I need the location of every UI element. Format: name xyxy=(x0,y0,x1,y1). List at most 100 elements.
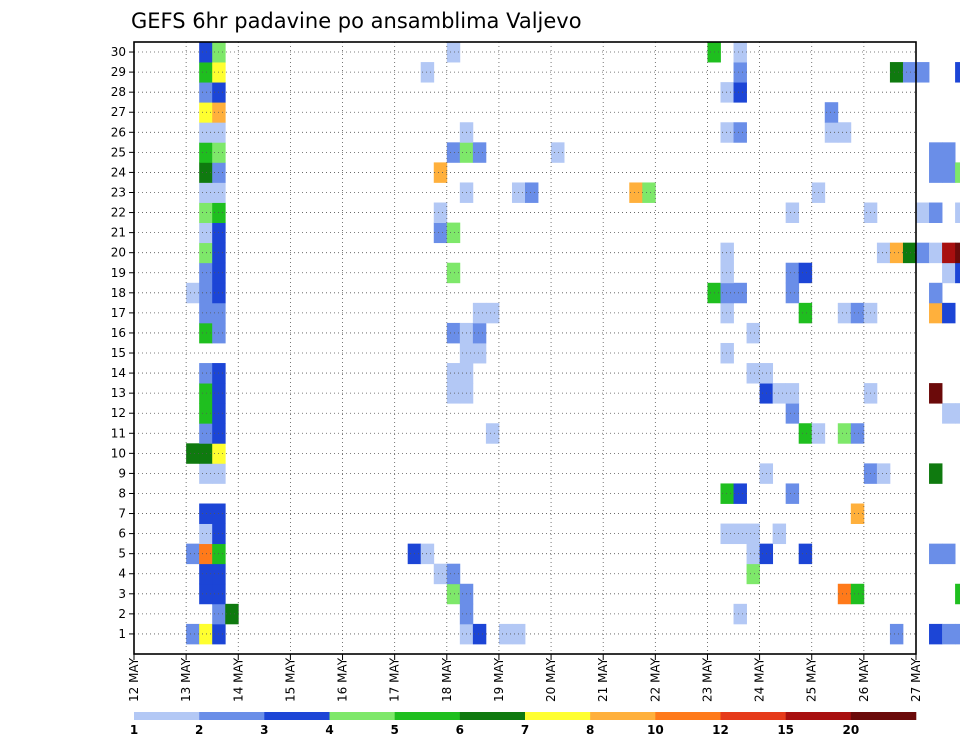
heatmap-cell xyxy=(199,322,213,344)
heatmap-cell xyxy=(733,523,747,545)
heatmap-cell xyxy=(837,423,852,444)
x-tick-label: 18 MAY xyxy=(440,657,454,702)
heatmap-cell xyxy=(199,222,213,244)
heatmap-cell xyxy=(837,122,852,143)
heatmap-cell xyxy=(733,62,747,83)
heatmap-cell xyxy=(525,182,539,203)
heatmap-cell xyxy=(720,342,734,364)
x-tick-label: 23 MAY xyxy=(700,657,714,702)
y-tick-label: 28 xyxy=(111,85,126,99)
heatmap-cell xyxy=(929,142,943,163)
legend-label: 7 xyxy=(521,723,529,737)
heatmap-cell xyxy=(433,563,448,585)
heatmap-cell xyxy=(733,282,747,304)
heatmap-cell xyxy=(889,242,904,264)
heatmap-cell xyxy=(199,623,213,645)
y-tick-label: 26 xyxy=(111,125,126,139)
heatmap-cell xyxy=(433,162,448,183)
heatmap-cell xyxy=(446,222,461,244)
x-tick-label: 25 MAY xyxy=(805,657,819,702)
legend-swatch xyxy=(329,712,395,720)
x-tick-label: 21 MAY xyxy=(596,657,610,702)
heatmap-cell xyxy=(446,322,461,344)
heatmap-cell xyxy=(199,583,213,605)
y-tick-label: 1 xyxy=(118,627,126,641)
heatmap-cell xyxy=(929,162,943,183)
heatmap-cell xyxy=(929,383,943,404)
heatmap-cell xyxy=(199,463,213,484)
y-tick-label: 27 xyxy=(111,105,126,119)
heatmap-cell xyxy=(485,423,500,444)
heatmap-cell xyxy=(785,202,800,223)
heatmap-cell xyxy=(746,363,760,384)
legend-label: 12 xyxy=(712,723,729,737)
y-tick-label: 29 xyxy=(111,65,126,79)
legend-swatch xyxy=(394,712,461,720)
x-tick-label: 19 MAY xyxy=(492,657,506,702)
heatmap-cell xyxy=(942,543,956,565)
heatmap-cell xyxy=(824,102,839,123)
heatmap-cell xyxy=(498,623,513,645)
legend-swatch xyxy=(199,712,265,720)
heatmap-cell xyxy=(199,503,213,524)
x-tick-label: 20 MAY xyxy=(544,657,558,702)
heatmap-cell xyxy=(955,262,960,284)
heatmap-cell xyxy=(837,583,852,605)
heatmap-cell xyxy=(199,82,213,103)
heatmap-cell xyxy=(733,603,747,625)
heatmap-cell xyxy=(199,262,213,284)
heatmap-cell xyxy=(955,583,960,605)
y-tick-label: 13 xyxy=(111,386,126,400)
legend-swatch xyxy=(459,712,526,720)
heatmap-cell xyxy=(785,282,800,304)
heatmap-cell xyxy=(942,302,956,324)
x-tick-label: 24 MAY xyxy=(753,657,767,702)
heatmap-cell xyxy=(929,282,943,304)
heatmap-cell xyxy=(199,443,213,464)
heatmap-cell xyxy=(186,543,200,565)
heatmap-cell xyxy=(720,122,734,143)
heatmap-cell xyxy=(199,202,213,223)
color-legend: 1 2 3 4 5 6 7 8 10 12 15 20 xyxy=(130,712,917,737)
heatmap-cell xyxy=(446,142,461,163)
heatmap-cell xyxy=(902,242,917,264)
heatmap-cell xyxy=(916,62,930,83)
x-tick-label: 13 MAY xyxy=(179,657,193,702)
heatmap-cell xyxy=(720,82,734,103)
heatmap-cell xyxy=(785,383,800,404)
heatmap-cell xyxy=(199,102,213,123)
heatmap-cell xyxy=(837,302,852,324)
heatmap-cell xyxy=(720,483,734,504)
y-tick-label: 2 xyxy=(118,607,126,621)
heatmap-cell xyxy=(929,242,943,264)
x-tick-label: 26 MAY xyxy=(857,657,871,702)
heatmap-cell xyxy=(225,603,239,625)
heatmap-cell xyxy=(889,62,904,83)
heatmap-cell xyxy=(772,383,787,404)
heatmap-cell xyxy=(929,202,943,223)
y-tick-label: 4 xyxy=(118,567,126,581)
heatmap-cell xyxy=(798,262,813,284)
legend-swatch xyxy=(850,712,917,720)
y-axis-ticks: 1234567891011121314151617181920212223242… xyxy=(111,45,134,641)
y-tick-label: 12 xyxy=(111,406,126,420)
heatmap-cell xyxy=(955,403,960,424)
y-tick-label: 24 xyxy=(111,165,126,179)
heatmap-cell xyxy=(942,623,956,645)
heatmap-cell xyxy=(199,162,213,183)
heatmap-cell xyxy=(876,463,891,484)
heatmap-cell xyxy=(446,383,461,404)
y-tick-label: 16 xyxy=(111,326,126,340)
legend-label: 4 xyxy=(325,723,333,737)
heatmap-cell xyxy=(199,42,213,63)
legend-swatch xyxy=(655,712,721,720)
heatmap-cell xyxy=(642,182,656,203)
heatmap-cell xyxy=(629,182,643,203)
y-tick-label: 10 xyxy=(111,446,126,460)
heatmap-cell xyxy=(199,242,213,264)
legend-swatch xyxy=(525,712,591,720)
heatmap-cell xyxy=(720,523,734,545)
y-tick-label: 6 xyxy=(118,527,126,541)
heatmap-cell xyxy=(199,282,213,304)
